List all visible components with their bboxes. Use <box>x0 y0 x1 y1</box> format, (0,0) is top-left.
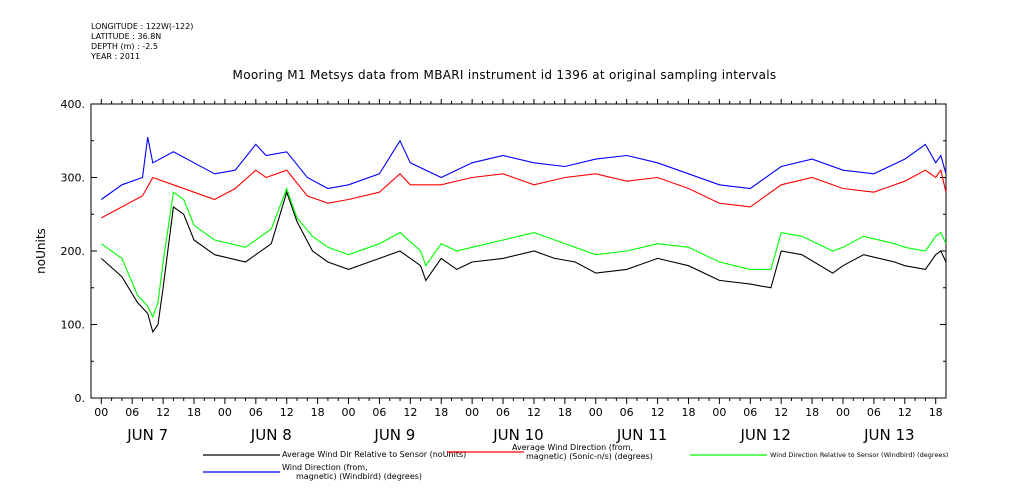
y-tick-label: 300. <box>61 172 86 185</box>
day-label: JUN 7 <box>126 426 168 444</box>
latitude-text: LATITUDE : 36.8N <box>91 32 162 41</box>
x-tick-label: 06 <box>743 406 757 419</box>
legend-label-3-line2: magnetic) (Windbird) (degrees) <box>296 472 422 481</box>
x-tick-label: 12 <box>156 406 170 419</box>
x-tick-label: 06 <box>867 406 881 419</box>
x-tick-label: 00 <box>94 406 108 419</box>
x-tick-label: 00 <box>589 406 603 419</box>
series-line-1 <box>101 168 947 219</box>
legend-label-1-line2: magnetic) (Sonic-n/s) (degrees) <box>526 452 653 461</box>
day-label: JUN 11 <box>616 426 667 444</box>
x-tick-label: 18 <box>929 406 943 419</box>
x-tick-label: 12 <box>651 406 665 419</box>
x-tick-label: 18 <box>558 406 572 419</box>
x-tick-label: 18 <box>187 406 201 419</box>
x-tick-label: 06 <box>620 406 634 419</box>
legend-label-0: Average Wind Dir Relative to Sensor (noU… <box>282 450 466 459</box>
x-tick-label: 18 <box>311 406 325 419</box>
x-tick-label: 06 <box>249 406 263 419</box>
y-tick-label: 100. <box>61 319 86 332</box>
day-label: JUN 8 <box>250 426 292 444</box>
x-tick-label: 06 <box>496 406 510 419</box>
longitude-text: LONGITUDE : 122W(-122) <box>91 22 194 31</box>
legend-label-1: Average Wind Direction (from, <box>512 443 633 452</box>
y-tick-label: 0. <box>75 392 86 405</box>
x-tick-label: 12 <box>774 406 788 419</box>
series-line-3 <box>100 136 947 200</box>
x-tick-label: 12 <box>527 406 541 419</box>
series-line-0 <box>100 190 947 334</box>
depth-text: DEPTH (m) : -2.5 <box>91 42 158 51</box>
x-tick-label: 18 <box>434 406 448 419</box>
x-tick-label: 00 <box>836 406 850 419</box>
x-tick-label: 06 <box>125 406 139 419</box>
x-tick-label: 00 <box>218 406 232 419</box>
x-tick-label: 12 <box>898 406 912 419</box>
x-tick-label: 12 <box>403 406 417 419</box>
y-tick-label: 200. <box>61 245 86 258</box>
x-tick-label: 18 <box>681 406 695 419</box>
legend-label-2: Wind Direction Relative to Sensor (Windb… <box>770 451 948 459</box>
x-tick-label: 00 <box>465 406 479 419</box>
day-label: JUN 13 <box>863 426 914 444</box>
x-tick-label: 18 <box>805 406 819 419</box>
legend-label-3: Wind Direction (from, <box>282 463 368 472</box>
day-label: JUN 10 <box>492 426 543 444</box>
x-tick-label: 00 <box>342 406 356 419</box>
series-line-2 <box>100 186 947 319</box>
plot-frame <box>90 103 947 399</box>
day-label: JUN 9 <box>373 426 415 444</box>
chart-title: Mooring M1 Metsys data from MBARI instru… <box>232 68 777 82</box>
day-label: JUN 12 <box>739 426 790 444</box>
y-axis-label: noUnits <box>34 228 48 274</box>
x-tick-label: 12 <box>280 406 294 419</box>
y-tick-label: 400. <box>61 98 86 111</box>
x-tick-label: 00 <box>712 406 726 419</box>
x-tick-label: 06 <box>372 406 386 419</box>
year-text: YEAR : 2011 <box>91 52 141 61</box>
metadata-block: LONGITUDE : 122W(-122) LATITUDE : 36.8N DE… <box>91 22 193 62</box>
